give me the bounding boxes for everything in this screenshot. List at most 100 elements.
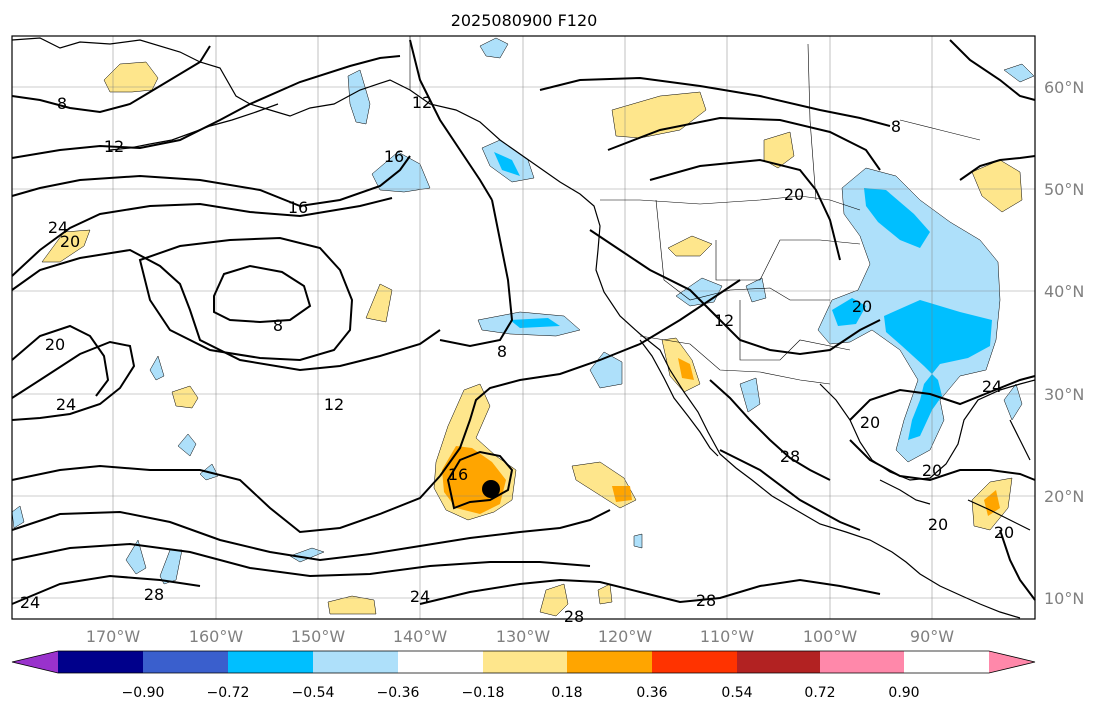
positive-anomaly xyxy=(597,583,613,605)
contour-label: 20 xyxy=(922,461,942,480)
contour-label: 8 xyxy=(891,117,901,136)
contour-label: 28 xyxy=(696,591,716,610)
contour-label: 20 xyxy=(60,232,80,251)
colorbar-segment xyxy=(58,651,143,673)
negative-anomaly xyxy=(633,533,643,549)
contour-label: 16 xyxy=(384,147,404,166)
map-panel: 8 12 16 20 24 8 12 16 8 20 24 20 8 12 16… xyxy=(11,35,1036,626)
lat-label: 50°N xyxy=(1044,180,1084,199)
contour-20c xyxy=(11,464,441,534)
province-borders xyxy=(807,43,817,201)
colorbar-tick-label: 0.36 xyxy=(636,685,667,701)
colorbar-segment xyxy=(483,651,567,673)
contour-8d xyxy=(949,39,1036,101)
colorbar-tick-label: −0.72 xyxy=(207,685,250,701)
contour-label: 24 xyxy=(56,395,76,414)
state-borders xyxy=(655,199,830,301)
longitude-labels: 170°W 160°W 150°W 140°W 130°W 120°W 110°… xyxy=(86,627,954,646)
lon-label: 110°W xyxy=(700,627,755,646)
contour-12b xyxy=(409,39,493,201)
contour-label: 20 xyxy=(860,413,880,432)
contour-label: 24 xyxy=(48,218,68,237)
border-us-canada xyxy=(600,195,861,211)
negative-anomaly xyxy=(177,433,197,457)
contour-label: 12 xyxy=(104,137,124,156)
height-contours xyxy=(11,39,1036,605)
contour-label: 20 xyxy=(852,297,872,316)
lon-label: 90°W xyxy=(910,627,954,646)
colorbar-segment xyxy=(652,651,737,673)
negative-anomaly-strong xyxy=(832,298,866,326)
positive-anomaly xyxy=(41,229,91,263)
contour-label: 8 xyxy=(57,94,67,113)
positive-anomaly xyxy=(103,61,159,93)
contour-12-closed xyxy=(138,236,354,362)
lon-label: 170°W xyxy=(86,627,141,646)
colorbar-extend-high xyxy=(989,651,1035,673)
positive-anomaly xyxy=(365,283,393,323)
colorbar-segment xyxy=(567,651,652,673)
lat-label: 20°N xyxy=(1044,487,1084,506)
storm-center-marker xyxy=(482,480,500,498)
coastline-west xyxy=(11,37,1021,619)
coastline-gulf xyxy=(819,379,1036,481)
colorbar-segment xyxy=(904,651,989,673)
colorbar-segment xyxy=(820,651,904,673)
colorbar-tick-label: 0.90 xyxy=(888,685,919,701)
contour-20b xyxy=(11,324,110,397)
contour-16b xyxy=(11,248,441,372)
positive-anomaly-strong xyxy=(612,486,632,502)
contour-label: 24 xyxy=(982,377,1002,396)
map-title: 2025080900 F120 xyxy=(451,11,598,30)
contour-28 xyxy=(419,578,881,605)
contour-label: 8 xyxy=(273,316,283,335)
lon-label: 130°W xyxy=(496,627,551,646)
borders xyxy=(409,36,981,385)
border-us-mexico xyxy=(639,335,831,385)
contour-16d xyxy=(649,158,841,261)
contour-label: 8 xyxy=(497,342,507,361)
contour-12c xyxy=(607,116,881,171)
positive-anomaly xyxy=(327,595,377,615)
positive-anomaly-strong xyxy=(678,358,694,380)
contour-28b xyxy=(719,449,861,531)
contour-label: 12 xyxy=(714,311,734,330)
colorbar-segment xyxy=(313,651,398,673)
contour-12 xyxy=(11,55,401,159)
colorbar-tick-label: 0.54 xyxy=(721,685,752,701)
lat-label: 60°N xyxy=(1044,78,1084,97)
contour-label: 12 xyxy=(324,395,344,414)
negative-anomaly-strong xyxy=(494,152,520,176)
contour-20f xyxy=(999,529,1036,601)
contour-label: 28 xyxy=(144,585,164,604)
colorbar-tick-label: −0.18 xyxy=(462,685,505,701)
coastline-baja xyxy=(639,339,719,457)
colorbar-tick-label: −0.90 xyxy=(122,685,165,701)
contour-20 xyxy=(11,197,393,277)
coastline-central xyxy=(967,499,1031,531)
negative-anomaly xyxy=(745,277,767,303)
lat-label: 30°N xyxy=(1044,385,1084,404)
colorbar-segment xyxy=(143,651,228,673)
lon-label: 140°W xyxy=(393,627,448,646)
negative-anomaly xyxy=(347,69,371,125)
province-borders xyxy=(899,119,981,141)
negative-anomaly xyxy=(479,37,509,59)
contour-8 xyxy=(11,45,211,114)
latitude-labels: 60°N 50°N 40°N 30°N 20°N 10°N xyxy=(1044,78,1084,608)
contour-16e xyxy=(959,155,1036,181)
lon-label: 150°W xyxy=(291,627,346,646)
contour-label: 12 xyxy=(412,93,432,112)
colorbar-tick-label: 0.18 xyxy=(551,685,582,701)
contour-label: 28 xyxy=(564,607,584,626)
contour-label: 20 xyxy=(928,515,948,534)
lat-label: 10°N xyxy=(1044,589,1084,608)
coastlines xyxy=(11,37,1036,619)
colorbar-extend-low xyxy=(12,651,58,673)
colorbar: −0.90 −0.72 −0.54 −0.36 −0.18 0.18 0.36 … xyxy=(11,650,1036,701)
contour-24e xyxy=(709,379,831,481)
coastline-yucatan xyxy=(879,479,931,505)
contour-8b xyxy=(439,199,514,348)
contour-label: 24 xyxy=(20,593,40,612)
